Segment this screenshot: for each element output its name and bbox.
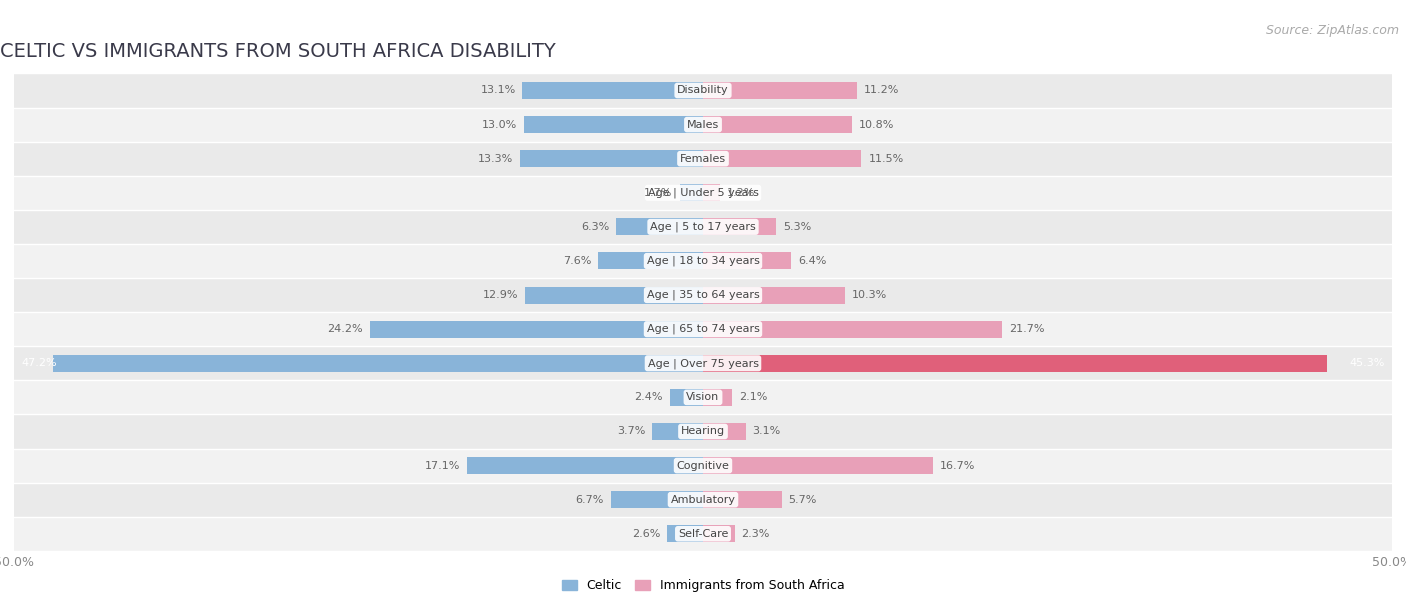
Text: 47.2%: 47.2% bbox=[21, 358, 56, 368]
Text: 11.2%: 11.2% bbox=[865, 86, 900, 95]
Bar bbox=[14, 346, 1392, 380]
Text: 6.3%: 6.3% bbox=[581, 222, 609, 232]
Text: 21.7%: 21.7% bbox=[1010, 324, 1045, 334]
Bar bbox=[703, 389, 733, 406]
Text: 11.5%: 11.5% bbox=[869, 154, 904, 163]
Bar bbox=[52, 355, 703, 371]
Text: 5.7%: 5.7% bbox=[789, 494, 817, 505]
Bar bbox=[14, 73, 1392, 108]
Bar bbox=[703, 457, 934, 474]
Bar bbox=[703, 218, 776, 236]
Text: 10.8%: 10.8% bbox=[859, 119, 894, 130]
Text: 2.6%: 2.6% bbox=[631, 529, 661, 539]
Text: Age | 35 to 64 years: Age | 35 to 64 years bbox=[647, 290, 759, 300]
Bar bbox=[14, 483, 1392, 517]
Text: Source: ZipAtlas.com: Source: ZipAtlas.com bbox=[1265, 24, 1399, 37]
Bar bbox=[668, 525, 703, 542]
Text: Vision: Vision bbox=[686, 392, 720, 402]
Text: Hearing: Hearing bbox=[681, 427, 725, 436]
Bar bbox=[14, 210, 1392, 244]
Text: Age | 5 to 17 years: Age | 5 to 17 years bbox=[650, 222, 756, 232]
Text: 16.7%: 16.7% bbox=[941, 461, 976, 471]
Bar bbox=[14, 517, 1392, 551]
Text: 6.4%: 6.4% bbox=[799, 256, 827, 266]
Text: CELTIC VS IMMIGRANTS FROM SOUTH AFRICA DISABILITY: CELTIC VS IMMIGRANTS FROM SOUTH AFRICA D… bbox=[0, 42, 555, 61]
Text: 3.1%: 3.1% bbox=[752, 427, 780, 436]
Bar bbox=[703, 184, 720, 201]
Bar bbox=[669, 389, 703, 406]
Text: Males: Males bbox=[688, 119, 718, 130]
Text: 2.4%: 2.4% bbox=[634, 392, 664, 402]
Text: 5.3%: 5.3% bbox=[783, 222, 811, 232]
Text: 7.6%: 7.6% bbox=[562, 256, 592, 266]
Text: 3.7%: 3.7% bbox=[617, 427, 645, 436]
Text: Age | Over 75 years: Age | Over 75 years bbox=[648, 358, 758, 368]
Bar bbox=[616, 218, 703, 236]
Text: 45.3%: 45.3% bbox=[1350, 358, 1385, 368]
Bar bbox=[523, 82, 703, 99]
Bar bbox=[652, 423, 703, 440]
Bar bbox=[14, 312, 1392, 346]
Bar bbox=[679, 184, 703, 201]
Bar bbox=[370, 321, 703, 338]
Text: 13.1%: 13.1% bbox=[481, 86, 516, 95]
Bar bbox=[703, 286, 845, 304]
Bar bbox=[14, 380, 1392, 414]
Bar bbox=[703, 355, 1327, 371]
Text: 2.3%: 2.3% bbox=[741, 529, 770, 539]
Text: 17.1%: 17.1% bbox=[425, 461, 461, 471]
Text: 24.2%: 24.2% bbox=[328, 324, 363, 334]
Bar bbox=[14, 414, 1392, 449]
Text: 13.0%: 13.0% bbox=[482, 119, 517, 130]
Text: Females: Females bbox=[681, 154, 725, 163]
Bar bbox=[610, 491, 703, 508]
Text: Age | 18 to 34 years: Age | 18 to 34 years bbox=[647, 256, 759, 266]
Bar bbox=[703, 525, 735, 542]
Bar bbox=[14, 449, 1392, 483]
Bar bbox=[703, 252, 792, 269]
Bar bbox=[599, 252, 703, 269]
Bar bbox=[467, 457, 703, 474]
Bar bbox=[14, 108, 1392, 141]
Bar bbox=[703, 116, 852, 133]
Bar bbox=[14, 278, 1392, 312]
Legend: Celtic, Immigrants from South Africa: Celtic, Immigrants from South Africa bbox=[561, 580, 845, 592]
Text: Cognitive: Cognitive bbox=[676, 461, 730, 471]
Bar bbox=[14, 244, 1392, 278]
Bar bbox=[703, 82, 858, 99]
Text: Age | Under 5 years: Age | Under 5 years bbox=[648, 187, 758, 198]
Bar bbox=[526, 286, 703, 304]
Text: Disability: Disability bbox=[678, 86, 728, 95]
Text: Ambulatory: Ambulatory bbox=[671, 494, 735, 505]
Text: 13.3%: 13.3% bbox=[478, 154, 513, 163]
Text: Age | 65 to 74 years: Age | 65 to 74 years bbox=[647, 324, 759, 334]
Bar bbox=[524, 116, 703, 133]
Bar bbox=[14, 176, 1392, 210]
Text: 1.2%: 1.2% bbox=[727, 188, 755, 198]
Bar bbox=[520, 150, 703, 167]
Bar bbox=[703, 321, 1002, 338]
Bar bbox=[703, 491, 782, 508]
Text: Self-Care: Self-Care bbox=[678, 529, 728, 539]
Text: 1.7%: 1.7% bbox=[644, 188, 672, 198]
Text: 10.3%: 10.3% bbox=[852, 290, 887, 300]
Bar bbox=[703, 423, 745, 440]
Text: 6.7%: 6.7% bbox=[575, 494, 603, 505]
Text: 2.1%: 2.1% bbox=[738, 392, 768, 402]
Text: 12.9%: 12.9% bbox=[482, 290, 519, 300]
Bar bbox=[703, 150, 862, 167]
Bar bbox=[14, 141, 1392, 176]
